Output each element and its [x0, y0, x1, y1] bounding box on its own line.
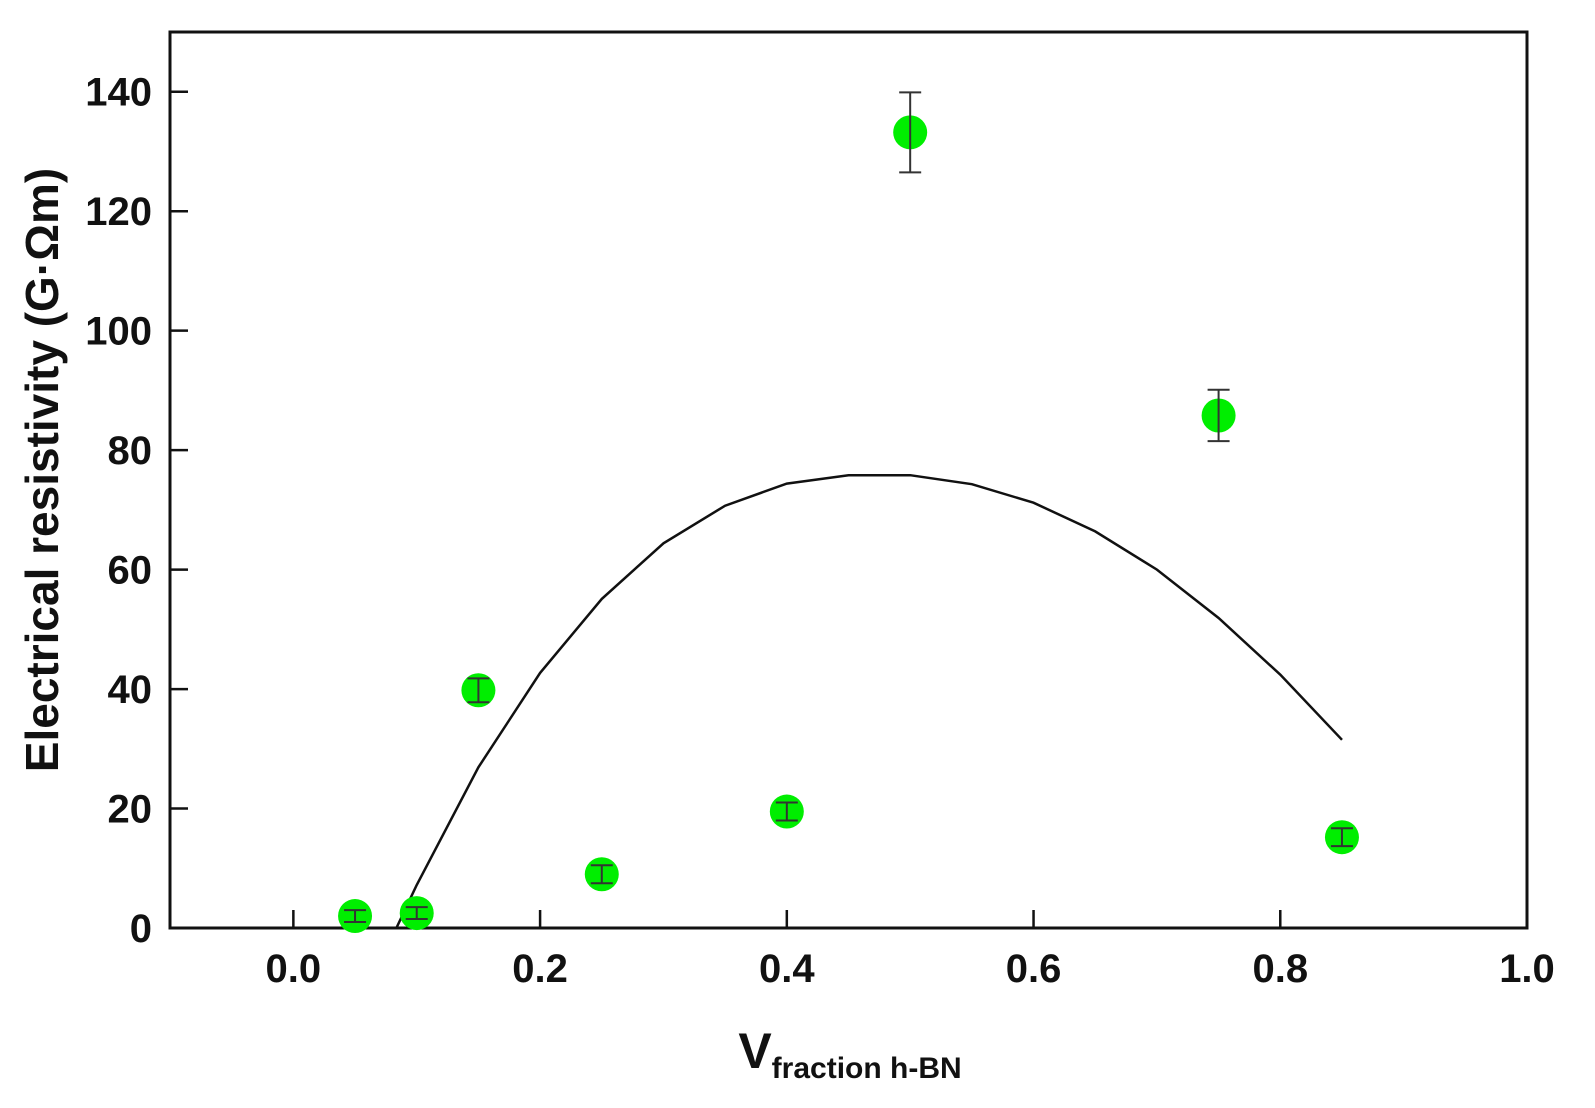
y-tick-label: 60: [108, 549, 153, 593]
data-points-layer: [338, 91, 1359, 934]
y-tick-label: 140: [85, 71, 152, 115]
y-tick-label: 100: [85, 310, 152, 354]
x-axis-title: Vfraction h-BN: [738, 1023, 961, 1085]
x-tick-label: 0.2: [512, 947, 568, 991]
data-point: [1324, 820, 1359, 855]
x-axis-title-main: V: [738, 1023, 772, 1079]
data-point: [893, 91, 928, 174]
x-axis-ticks: 0.0 0.2 0.4 0.6 0.8 1.0: [266, 910, 1555, 991]
y-tick-label: 120: [85, 190, 152, 234]
data-point: [1201, 388, 1236, 443]
data-point: [338, 899, 373, 934]
data-point: [769, 794, 804, 829]
y-tick-label: 0: [130, 907, 152, 951]
fit-curve: [395, 473, 1343, 929]
x-tick-label: 0.6: [1006, 947, 1062, 991]
data-point: [399, 896, 434, 931]
fit-curve-layer: [395, 473, 1343, 929]
x-tick-label: 0.8: [1252, 947, 1308, 991]
data-point: [584, 857, 619, 892]
y-axis-title: Electrical resistivity (G·Ωm): [16, 168, 68, 772]
x-axis-title-subscript: fraction h-BN: [772, 1052, 962, 1085]
y-tick-label: 80: [108, 429, 153, 473]
x-tick-label: 0.0: [266, 947, 322, 991]
y-tick-label: 20: [108, 788, 153, 832]
plot-frame: [168, 30, 1529, 930]
x-tick-label: 0.4: [759, 947, 815, 991]
data-point: [461, 673, 496, 708]
x-tick-label: 1.0: [1499, 947, 1555, 991]
y-axis-ticks: 0 20 40 60 80 100 120 140: [85, 71, 188, 951]
y-tick-label: 40: [108, 668, 153, 712]
